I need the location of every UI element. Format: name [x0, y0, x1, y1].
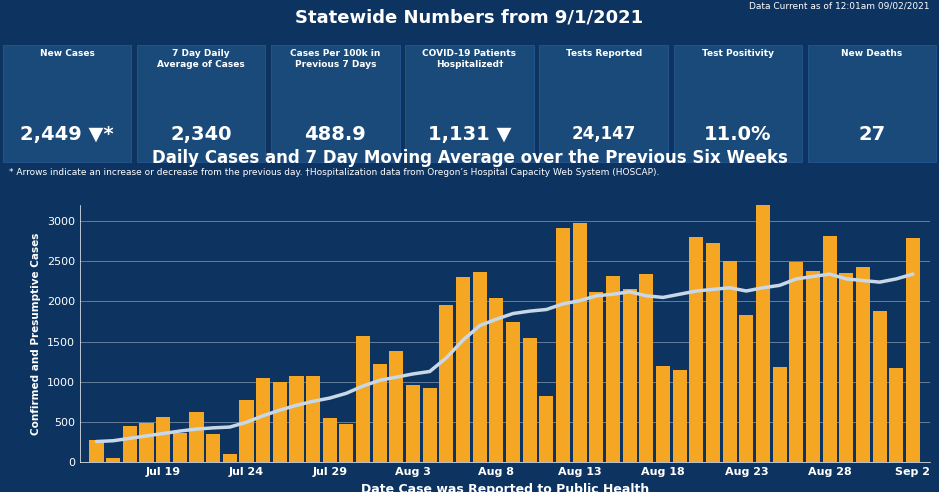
Bar	[839, 273, 854, 462]
Bar	[406, 385, 420, 462]
FancyBboxPatch shape	[137, 45, 266, 162]
Bar	[289, 376, 303, 462]
Text: 2,340: 2,340	[171, 125, 232, 144]
Bar	[523, 338, 537, 462]
Bar	[472, 272, 486, 462]
Bar	[773, 368, 787, 462]
Text: Test Positivity: Test Positivity	[701, 49, 774, 58]
Bar	[106, 458, 120, 462]
Bar	[872, 311, 886, 462]
Bar	[123, 426, 137, 462]
FancyBboxPatch shape	[808, 45, 936, 162]
Bar	[306, 375, 320, 462]
Bar	[390, 351, 404, 462]
X-axis label: Date Case was Reported to Public Health: Date Case was Reported to Public Health	[361, 483, 649, 492]
Bar	[823, 236, 837, 462]
Bar	[223, 454, 237, 462]
Bar	[739, 315, 753, 462]
Bar	[256, 378, 270, 462]
Bar	[623, 289, 637, 462]
Bar	[855, 267, 870, 462]
Text: Data Current as of 12:01am 09/02/2021: Data Current as of 12:01am 09/02/2021	[749, 1, 930, 11]
Bar	[806, 271, 820, 462]
Bar	[889, 369, 903, 462]
Bar	[706, 243, 720, 462]
Text: 24,147: 24,147	[572, 125, 636, 144]
Bar	[656, 366, 670, 462]
Bar	[573, 223, 587, 462]
Bar	[556, 228, 570, 462]
Text: Cases Per 100k in
Previous 7 Days: Cases Per 100k in Previous 7 Days	[290, 49, 380, 69]
Bar	[756, 203, 770, 462]
FancyBboxPatch shape	[271, 45, 400, 162]
FancyBboxPatch shape	[406, 45, 533, 162]
Text: 488.9: 488.9	[304, 125, 366, 144]
Bar	[190, 412, 204, 462]
Text: COVID-19 Patients
Hospitalized†: COVID-19 Patients Hospitalized†	[423, 49, 516, 69]
Bar	[356, 336, 370, 462]
Bar	[489, 298, 503, 462]
Text: Daily Cases and 7 Day Moving Average over the Previous Six Weeks: Daily Cases and 7 Day Moving Average ove…	[151, 149, 788, 167]
Text: * Arrows indicate an increase or decrease from the previous day. †Hospitalizatio: * Arrows indicate an increase or decreas…	[9, 168, 660, 177]
Text: New Deaths: New Deaths	[841, 49, 902, 58]
Bar	[723, 261, 737, 462]
Bar	[139, 423, 154, 462]
Text: Statewide Numbers from 9/1/2021: Statewide Numbers from 9/1/2021	[296, 8, 643, 26]
Bar	[539, 397, 553, 462]
Text: New Cases: New Cases	[39, 49, 95, 58]
Text: 2,449 ▼*: 2,449 ▼*	[21, 125, 114, 144]
Bar	[323, 418, 337, 462]
Bar	[439, 305, 454, 462]
Bar	[456, 277, 470, 462]
Bar	[606, 277, 620, 462]
FancyBboxPatch shape	[673, 45, 802, 162]
Bar	[272, 382, 286, 462]
Text: 27: 27	[858, 125, 885, 144]
Bar	[689, 237, 703, 462]
Bar	[89, 440, 103, 462]
Bar	[206, 434, 221, 462]
Bar	[672, 370, 686, 462]
Text: 11.0%: 11.0%	[704, 125, 772, 144]
Text: 1,131 ▼: 1,131 ▼	[428, 125, 511, 144]
Bar	[239, 400, 254, 462]
Bar	[590, 292, 604, 462]
FancyBboxPatch shape	[3, 45, 131, 162]
Text: Tests Reported: Tests Reported	[565, 49, 641, 58]
Bar	[156, 417, 170, 462]
Bar	[373, 364, 387, 462]
Bar	[639, 274, 654, 462]
Text: 7 Day Daily
Average of Cases: 7 Day Daily Average of Cases	[158, 49, 245, 69]
Bar	[423, 388, 437, 462]
Bar	[339, 424, 353, 462]
Bar	[506, 322, 520, 462]
FancyBboxPatch shape	[539, 45, 668, 162]
Bar	[173, 433, 187, 462]
Bar	[906, 238, 920, 462]
Bar	[789, 262, 804, 462]
Y-axis label: Confirmed and Presumptive Cases: Confirmed and Presumptive Cases	[31, 233, 41, 435]
